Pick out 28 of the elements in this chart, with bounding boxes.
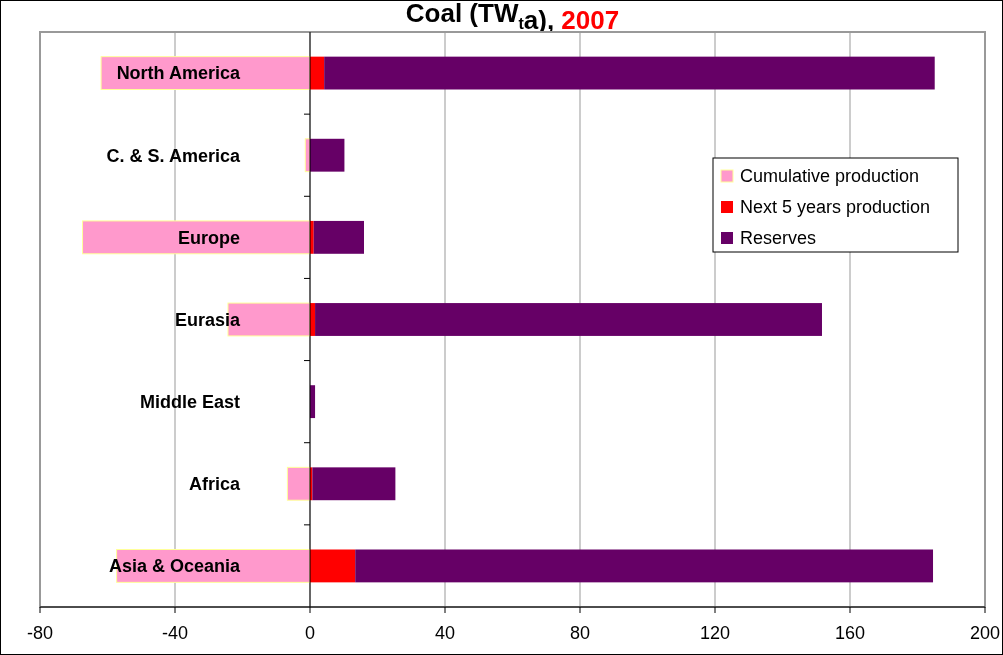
- x-tick-label: -80: [26, 623, 54, 643]
- y-tick-label: Asia & Oceania: [108, 556, 241, 577]
- x-tick-label: 120: [699, 623, 731, 643]
- bar: [315, 303, 822, 336]
- bar: [310, 138, 345, 172]
- legend-label: Reserves: [740, 228, 817, 249]
- y-tick-label: C. & S. America: [106, 145, 241, 166]
- legend-label: Next 5 years production: [740, 197, 931, 218]
- bar: [355, 549, 934, 583]
- y-tick-label: Africa: [188, 474, 241, 495]
- bar: [313, 220, 364, 254]
- bar: [310, 549, 356, 583]
- bar: [286, 466, 311, 501]
- x-tick-label: 80: [569, 623, 591, 643]
- y-tick-label: Eurasia: [174, 309, 241, 330]
- bar: [324, 56, 935, 90]
- bar: [312, 467, 396, 501]
- x-tick-label: -40: [161, 623, 189, 643]
- x-tick-label: 40: [434, 623, 456, 643]
- x-tick-label: 0: [304, 623, 316, 643]
- x-tick-label: 200: [969, 623, 1001, 643]
- legend-label: Cumulative production: [740, 166, 920, 187]
- bar: [310, 56, 325, 90]
- y-tick-label: North America: [116, 63, 241, 84]
- x-tick-label: 160: [834, 623, 866, 643]
- y-tick-label: Europe: [177, 227, 240, 248]
- bar: [82, 220, 311, 255]
- y-tick-label: Middle East: [139, 391, 240, 412]
